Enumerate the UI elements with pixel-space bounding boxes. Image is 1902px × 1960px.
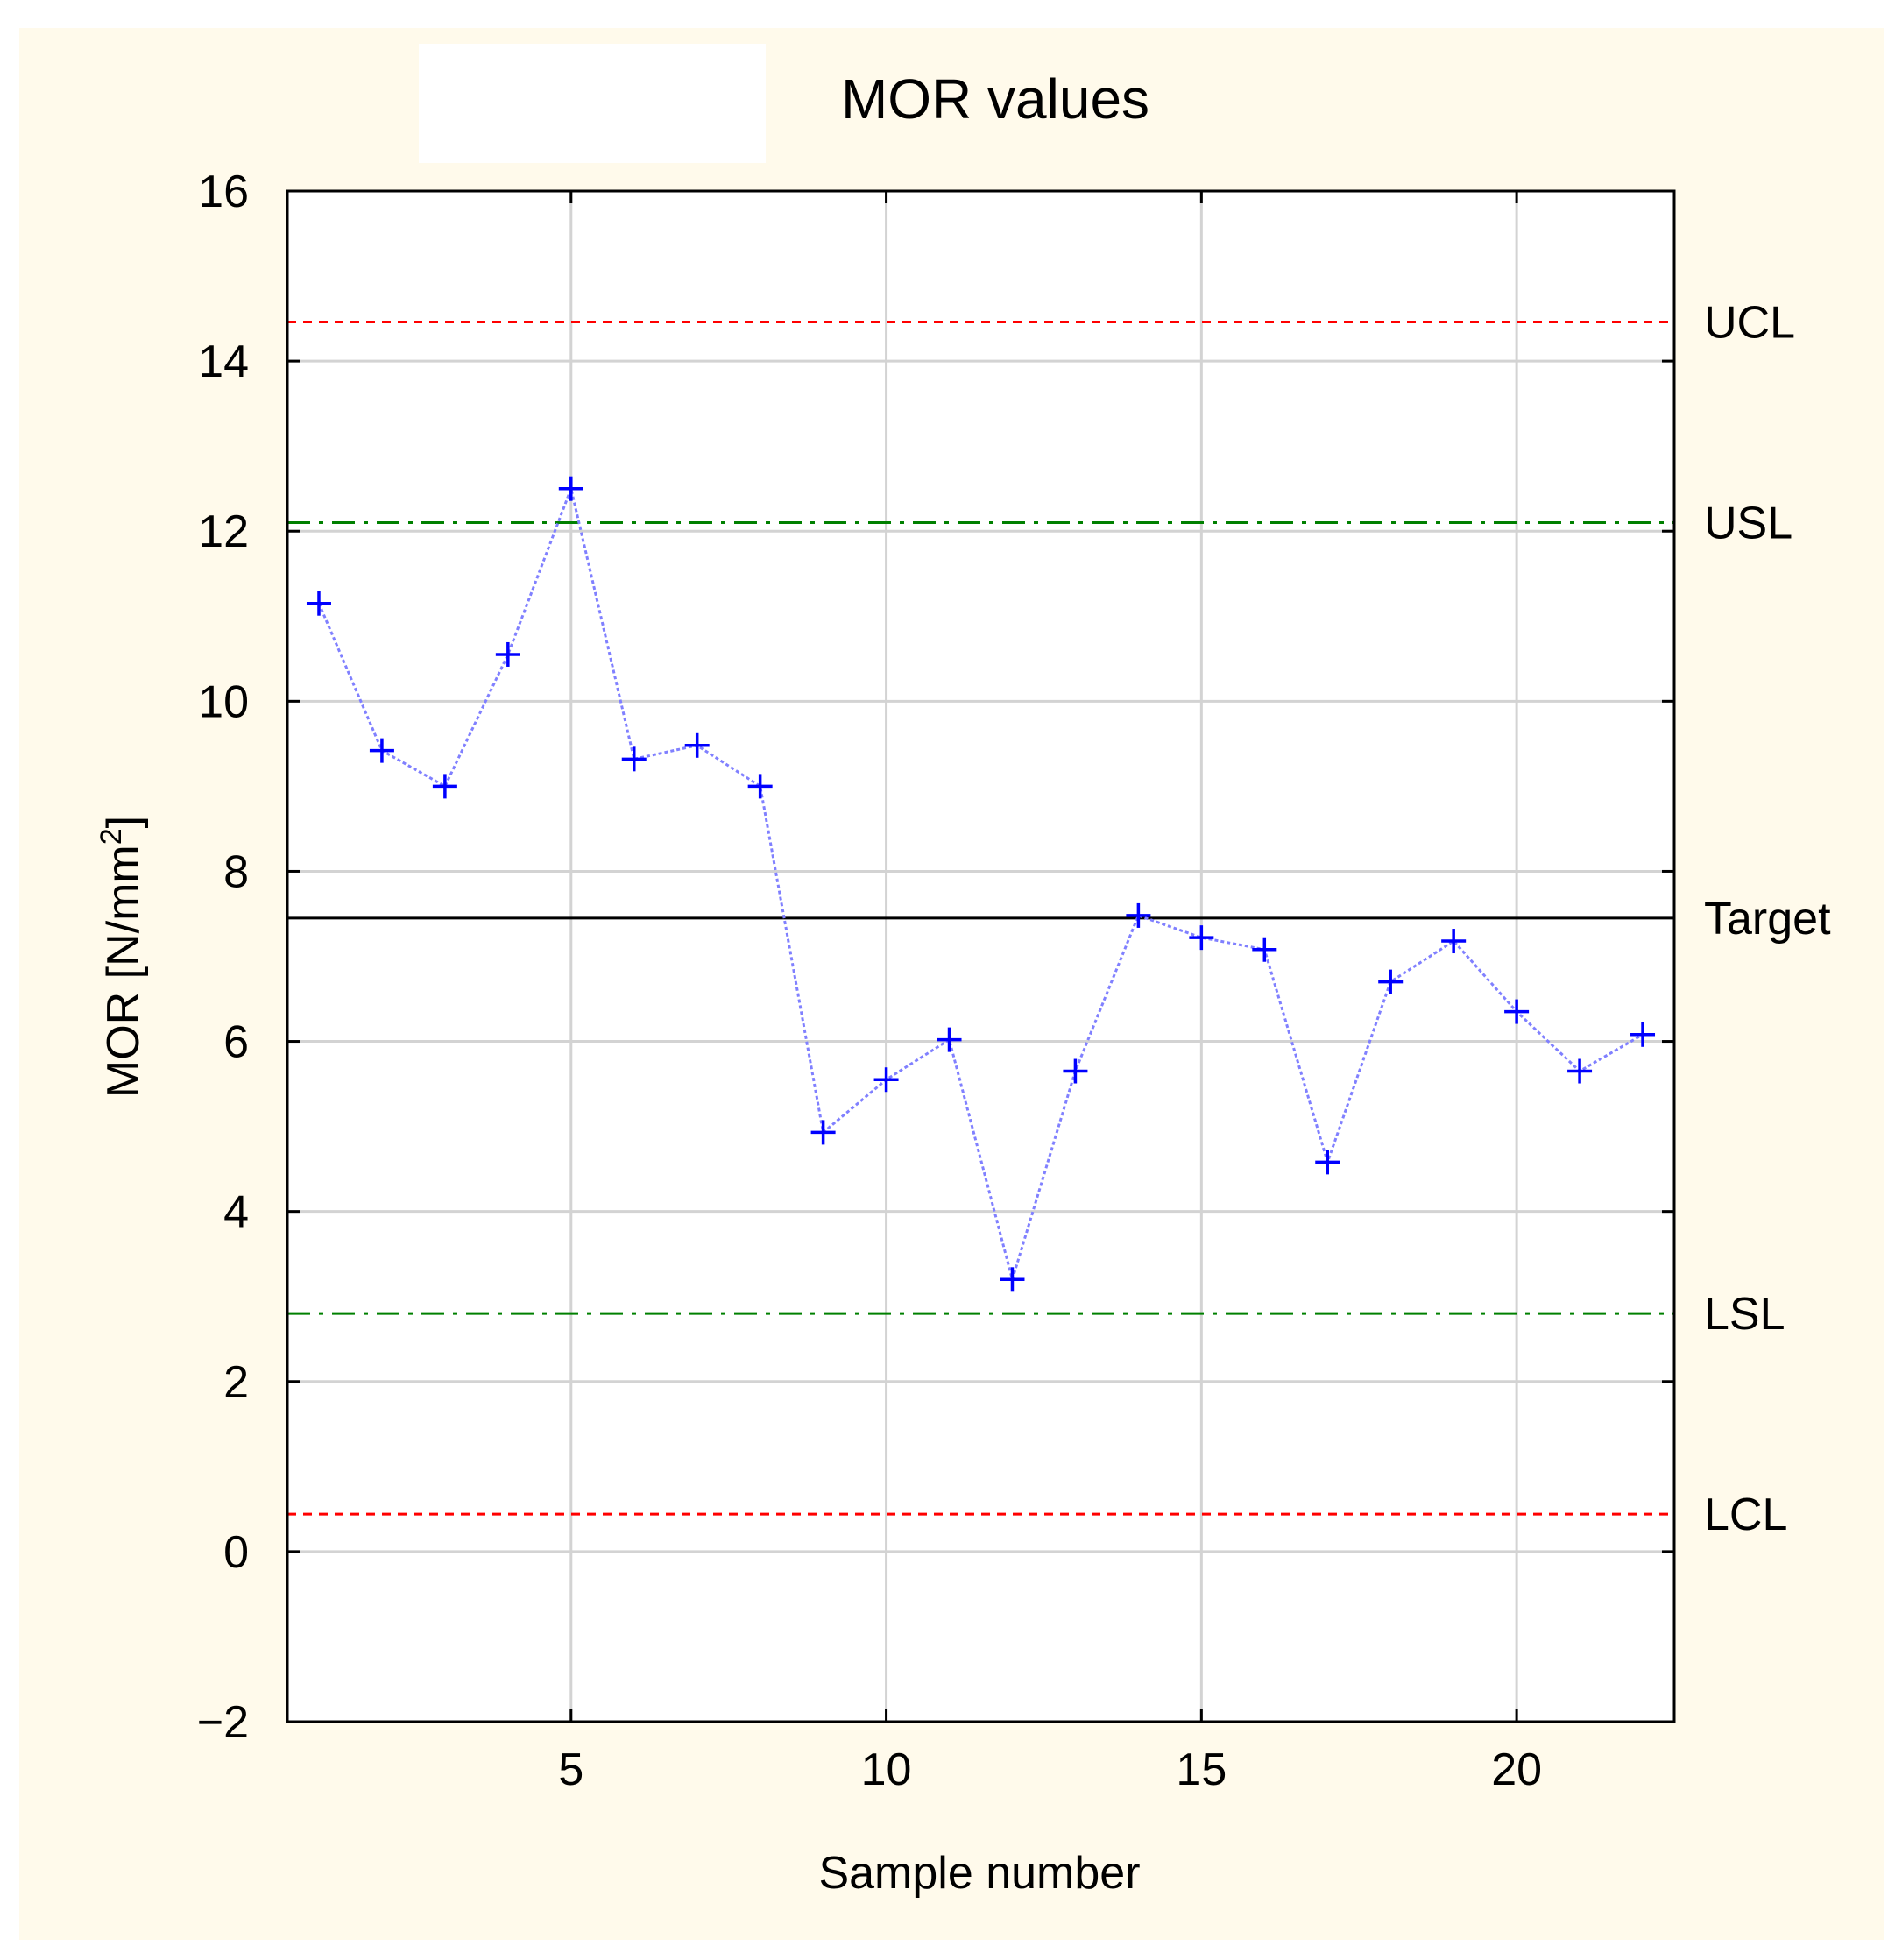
- plot-area: [287, 191, 1674, 1722]
- series-line: [317, 484, 1644, 1284]
- data-point: [1189, 925, 1214, 951]
- x-tick-label: 5: [558, 1744, 583, 1795]
- data-point: [495, 641, 520, 667]
- chart-title: MOR values: [841, 67, 1149, 131]
- data-point: [306, 591, 331, 616]
- y-tick-label: 12: [198, 506, 249, 557]
- y-tick-label: 14: [198, 336, 249, 387]
- data-point: [1504, 999, 1530, 1024]
- y-tick-label: 16: [198, 166, 249, 217]
- x-tick-label: 15: [1176, 1744, 1227, 1795]
- data-point: [1630, 1022, 1656, 1047]
- data-point: [1252, 937, 1277, 962]
- data-point: [1441, 929, 1467, 954]
- y-tick-label: 8: [223, 846, 249, 897]
- data-point: [810, 1120, 836, 1145]
- data-point: [1315, 1150, 1340, 1175]
- reference-lines: [287, 320, 1674, 1516]
- data-point: [1567, 1058, 1593, 1084]
- x-tick-label: 10: [861, 1744, 912, 1795]
- y-tick-label: 6: [223, 1017, 249, 1068]
- y-tick-label: −2: [197, 1697, 249, 1748]
- data-series: [306, 476, 1656, 1292]
- y-tick-label: 2: [223, 1357, 249, 1408]
- title-blank-box: [419, 44, 766, 163]
- data-point: [558, 476, 583, 501]
- y-tick-label: 0: [223, 1527, 249, 1578]
- data-point: [1378, 969, 1404, 994]
- y-axis-label-superscript: 2: [95, 828, 128, 845]
- y-axis-label-close: ]: [98, 816, 149, 828]
- y-axis-label: MOR [N/mm2]: [95, 816, 149, 1098]
- y-tick-label: 10: [198, 676, 249, 727]
- axis-ticks: 5 10 15 20 −2 0 2 4 6 8 10 12 14 16: [197, 166, 1674, 1795]
- data-point: [1126, 902, 1151, 928]
- plot-frame: [286, 189, 1676, 1723]
- data-point: [747, 774, 773, 799]
- reference-label-target: Target: [1704, 894, 1831, 945]
- reference-label-lcl: LCL: [1704, 1489, 1787, 1540]
- data-point: [621, 746, 647, 772]
- reference-line-labels: UCL USL Target LSL LCL: [1704, 297, 1831, 1540]
- y-tick-label: 4: [223, 1187, 249, 1238]
- reference-label-ucl: UCL: [1704, 297, 1795, 348]
- data-point: [1000, 1267, 1025, 1292]
- x-axis-label: Sample number: [818, 1848, 1140, 1899]
- data-point: [937, 1027, 962, 1052]
- reference-label-lsl: LSL: [1704, 1289, 1785, 1340]
- data-point: [1063, 1058, 1088, 1084]
- data-point: [684, 732, 710, 758]
- data-point: [432, 774, 457, 799]
- reference-label-usl: USL: [1704, 499, 1792, 549]
- data-point: [369, 738, 394, 763]
- x-tick-label: 20: [1491, 1744, 1542, 1795]
- data-point: [873, 1067, 899, 1093]
- y-axis-label-base: MOR [N/mm: [98, 845, 149, 1098]
